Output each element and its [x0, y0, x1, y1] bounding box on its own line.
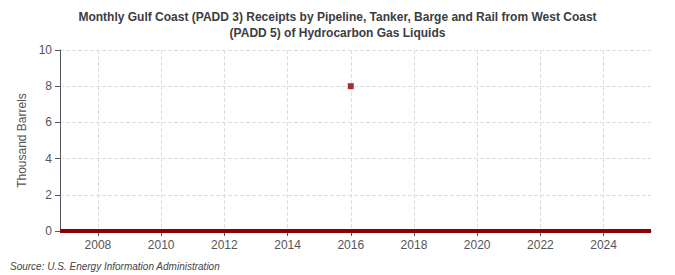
- svg-text:0: 0: [45, 224, 52, 238]
- svg-text:(PADD 5) of Hydrocarbon Gas Li: (PADD 5) of Hydrocarbon Gas Liquids: [230, 26, 446, 40]
- svg-text:2024: 2024: [590, 238, 617, 252]
- svg-text:10: 10: [39, 43, 53, 57]
- svg-text:2022: 2022: [527, 238, 554, 252]
- svg-text:2008: 2008: [85, 238, 112, 252]
- svg-text:Thousand Barrels: Thousand Barrels: [15, 93, 29, 188]
- svg-text:6: 6: [45, 115, 52, 129]
- svg-text:2: 2: [45, 188, 52, 202]
- svg-text:2020: 2020: [464, 238, 491, 252]
- svg-text:4: 4: [45, 152, 52, 166]
- svg-text:Source: U.S. Energy Informatio: Source: U.S. Energy Information Administ…: [10, 261, 220, 272]
- svg-text:8: 8: [45, 79, 52, 93]
- svg-text:2010: 2010: [148, 238, 175, 252]
- svg-text:2014: 2014: [274, 238, 301, 252]
- svg-text:2018: 2018: [401, 238, 428, 252]
- svg-text:2012: 2012: [211, 238, 238, 252]
- svg-text:Monthly Gulf Coast (PADD 3) Re: Monthly Gulf Coast (PADD 3) Receipts by …: [78, 10, 596, 24]
- svg-text:2016: 2016: [337, 238, 364, 252]
